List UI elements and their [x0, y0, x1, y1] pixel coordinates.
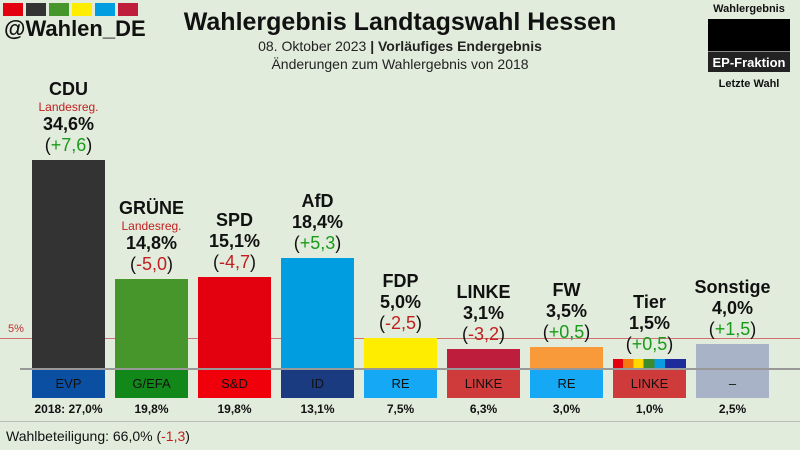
bar-name: LINKE: [456, 282, 511, 303]
subtitle-date: 08. Oktober 2023 | Vorläufiges Endergebn…: [150, 38, 650, 54]
ep-group-label: G/EFA: [115, 370, 188, 398]
bar-value: 1,5%: [628, 313, 671, 333]
bar-name: SPD: [215, 210, 253, 231]
separator: |: [370, 38, 375, 54]
bar-change: (+0,5): [542, 322, 591, 342]
bar-7: [613, 359, 686, 368]
logo-color-block: [49, 3, 69, 16]
bar-value: 3,1%: [462, 303, 505, 324]
bar-label: Tier 1,5% (+0,5): [609, 292, 690, 355]
subtitle: Änderungen zum Wahlergebnis von 2018: [271, 56, 529, 72]
bar-label: CDU Landesreg. 34,6% (+7,6): [28, 79, 109, 156]
bar-change: (+1,5): [708, 319, 757, 339]
logo-color-block: [3, 3, 23, 16]
status: Vorläufiges Endergebnis: [378, 38, 542, 54]
bar-name: Sonstige: [694, 277, 771, 297]
ep-group-label: RE: [530, 370, 603, 398]
handle: @Wahlen_DE: [4, 16, 146, 41]
bar-2: [198, 277, 271, 368]
previous-result: 3,0%: [552, 402, 581, 416]
previous-result: 2,5%: [718, 402, 747, 416]
bar-1: [115, 279, 188, 368]
previous-result: 13,1%: [300, 402, 335, 416]
bar-name: GRÜNE: [118, 198, 184, 219]
bar-label: FW 3,5% (+0,5): [526, 280, 607, 343]
bar-change: (+7,6): [44, 135, 93, 156]
chart-title: Wahlergebnis Landtagswahl Hessen: [183, 8, 617, 36]
date: 08. Oktober 2023: [258, 38, 367, 54]
ep-group-label: S&D: [198, 370, 271, 398]
logo-color-block: [72, 3, 92, 16]
ep-group-label: ID: [281, 370, 354, 398]
bar-0: [32, 160, 105, 368]
bar-change: (-3,2): [461, 324, 506, 345]
bar-note: Landesreg.: [38, 100, 99, 115]
bar-8: [696, 344, 769, 368]
bar-value: 3,5%: [545, 301, 588, 321]
turnout: Wahlbeteiligung: 66,0% (-1,3): [6, 428, 190, 444]
bar-label: Sonstige 4,0% (+1,5): [692, 277, 773, 340]
bar-change: (+0,5): [625, 334, 674, 354]
bar-value: 4,0%: [711, 298, 754, 318]
change-value: -2,5: [384, 313, 417, 333]
ep-group-label: LINKE: [447, 370, 520, 398]
bar-name: AfD: [301, 190, 334, 211]
baseline: [20, 368, 800, 370]
bar-change: (-4,7): [212, 252, 257, 273]
change-value: -5,0: [135, 254, 168, 275]
bar-change: (+5,3): [293, 232, 342, 253]
bar-5: [447, 349, 520, 368]
bar-6: [530, 347, 603, 368]
previous-result: 1,0%: [635, 402, 664, 416]
footer-divider: [0, 421, 800, 422]
turnout-label: Wahlbeteiligung: 66,0%: [6, 428, 153, 444]
bar-change: (-5,0): [129, 254, 174, 275]
turnout-change: -1,3: [161, 428, 186, 444]
ep-group-label: LINKE: [613, 370, 686, 398]
change-value: +7,6: [50, 135, 87, 156]
legend: Wahlergebnis EP-Fraktion Letzte Wahl: [703, 3, 795, 90]
bar-value: 15,1%: [208, 231, 261, 252]
ep-group-label: –: [696, 370, 769, 398]
bar-label: SPD 15,1% (-4,7): [194, 210, 275, 273]
threshold-label: 5%: [8, 323, 24, 335]
bar-label: LINKE 3,1% (-3,2): [443, 282, 524, 345]
previous-result: 7,5%: [386, 402, 415, 416]
legend-bottom: Letzte Wahl: [718, 78, 780, 90]
ep-group-label: RE: [364, 370, 437, 398]
logo-color-strip: [3, 3, 138, 16]
logo-color-block: [118, 3, 138, 16]
bar-label: GRÜNE Landesreg. 14,8% (-5,0): [111, 198, 192, 275]
logo-color-block: [95, 3, 115, 16]
bar-name: FW: [552, 280, 581, 300]
bar-label: FDP 5,0% (-2,5): [360, 271, 441, 334]
previous-result: 6,3%: [469, 402, 498, 416]
previous-result: 2018: 27,0%: [34, 402, 103, 416]
previous-result: 19,8%: [217, 402, 252, 416]
bar-value: 34,6%: [42, 114, 95, 135]
change-value: +0,5: [631, 334, 668, 354]
bar-note: Landesreg.: [121, 219, 182, 234]
bar-3: [281, 257, 354, 368]
bar-value: 18,4%: [291, 211, 344, 232]
legend-swatch: [708, 19, 790, 51]
bar-label: AfD 18,4% (+5,3): [277, 191, 358, 254]
bar-name: Tier: [633, 292, 666, 312]
change-value: -4,7: [218, 252, 251, 273]
ep-group-label: EVP: [32, 370, 105, 398]
bar-4: [364, 338, 437, 368]
bar-value: 14,8%: [125, 233, 178, 254]
change-value: +0,5: [548, 322, 585, 342]
legend-middle: EP-Fraktion: [708, 51, 790, 72]
logo-color-block: [26, 3, 46, 16]
change-value: +1,5: [714, 319, 751, 339]
previous-result: 19,8%: [134, 402, 169, 416]
bar-name: CDU: [49, 79, 88, 100]
change-value: +5,3: [299, 232, 336, 253]
change-value: -3,2: [467, 324, 500, 345]
bar-name: FDP: [382, 271, 419, 291]
bar-value: 5,0%: [379, 292, 422, 312]
legend-top: Wahlergebnis: [713, 3, 785, 15]
bar-change: (-2,5): [378, 313, 423, 333]
